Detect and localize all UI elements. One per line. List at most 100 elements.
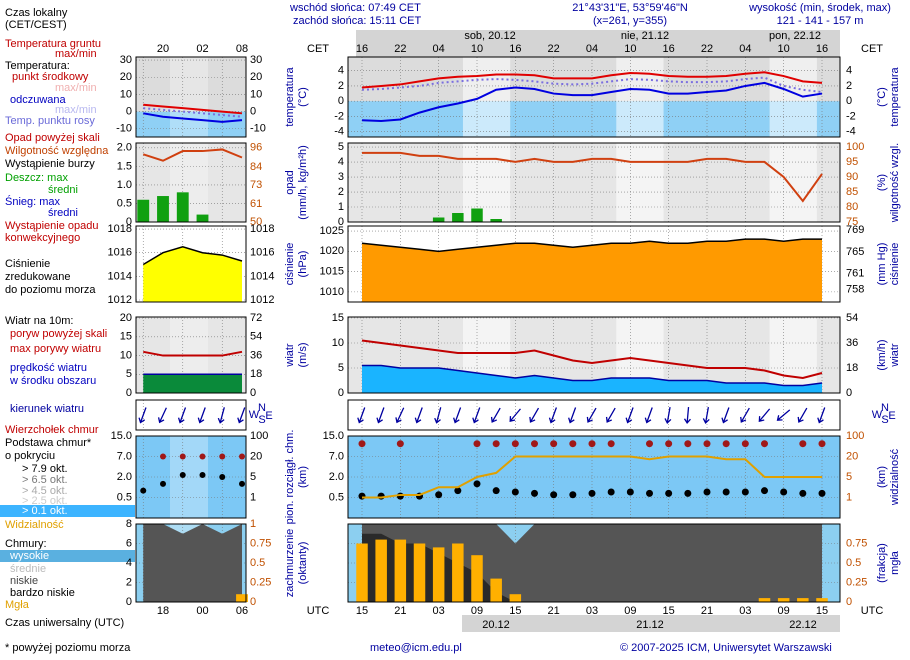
day-strip xyxy=(462,615,840,632)
legend-text: Chmury: xyxy=(5,538,47,550)
y2-tick-label: 0 xyxy=(250,596,256,608)
bar xyxy=(816,598,828,602)
wind-arrow xyxy=(683,406,691,425)
y2-tick-label: 96 xyxy=(250,142,262,154)
y2-tick-label: 72 xyxy=(250,312,262,324)
y2-tick-label: 36 xyxy=(846,337,858,349)
grid-point: (x=261, y=355) xyxy=(593,15,667,27)
y2-tick-label: 0.25 xyxy=(846,576,867,588)
dot xyxy=(492,487,500,495)
y2-tick-label: 5 xyxy=(846,471,852,483)
series-line xyxy=(143,112,243,123)
x-tick-label: 15 xyxy=(509,605,521,617)
wind-arrow xyxy=(490,407,501,423)
bar xyxy=(471,555,483,602)
dot xyxy=(818,440,826,448)
y-tick-label: 5 xyxy=(338,362,344,374)
y2-tick-label: 84 xyxy=(250,161,262,173)
dot xyxy=(722,488,730,496)
y-tick-label: 0 xyxy=(338,95,344,107)
wind-arrow xyxy=(434,407,442,424)
bar xyxy=(758,598,771,602)
wind-arrow xyxy=(568,407,577,424)
y-tick-label: 0 xyxy=(126,596,132,608)
y-tick-label: 0.5 xyxy=(117,491,132,503)
y2-tick-label: 36 xyxy=(250,349,262,361)
y2-tick-label: 5 xyxy=(250,471,256,483)
y2-tick-label: 1 xyxy=(846,491,852,503)
legend-text: o pokryciu xyxy=(5,450,55,462)
x-tick-label: 03 xyxy=(739,605,751,617)
y2-tick-label: 1 xyxy=(250,491,256,503)
dot xyxy=(646,440,653,448)
wind-arrow xyxy=(625,407,634,424)
dot xyxy=(722,440,730,448)
wind-arrow xyxy=(237,407,246,424)
y-tick-label: 0 xyxy=(338,216,344,228)
y2-tick-label: 4 xyxy=(846,65,852,77)
y2-tick-label: 0 xyxy=(250,105,256,117)
dot xyxy=(741,488,749,496)
y-axis-title: (oktanty) xyxy=(297,542,309,585)
coordinates: 21°43'31"E, 53°59'46"N xyxy=(572,2,688,14)
bar xyxy=(196,214,209,222)
bar xyxy=(471,208,483,222)
legend-text: Czas lokalny xyxy=(5,7,68,19)
dot xyxy=(179,471,186,478)
dot xyxy=(684,440,692,448)
dot xyxy=(140,487,147,494)
wind-arrow xyxy=(664,407,672,424)
y2-tick-label: 0 xyxy=(846,596,852,608)
y2-axis-title: widzialność xyxy=(889,448,901,506)
legend-text: > 0.1 okt. xyxy=(22,505,68,517)
dot xyxy=(780,488,788,496)
y-axis-title: opad xyxy=(284,170,296,194)
wind-arrow xyxy=(586,407,597,423)
legend-text: w środku obszaru xyxy=(9,375,96,387)
bar xyxy=(394,539,407,602)
y-tick-label: 0 xyxy=(126,387,132,399)
series-line xyxy=(143,350,243,357)
x-tick-label: 20 xyxy=(157,43,169,55)
y2-tick-label: 0.5 xyxy=(250,557,265,569)
bar xyxy=(509,594,522,602)
panel-border xyxy=(347,399,841,431)
y-tick-label: -4 xyxy=(334,126,344,138)
dot xyxy=(358,440,366,448)
y2-tick-label: -4 xyxy=(846,126,856,138)
utc-label: UTC xyxy=(861,605,884,617)
x-tick-label: 00 xyxy=(196,605,208,617)
y2-axis-title: temperatura xyxy=(889,66,901,126)
y2-axis-title: ciśnienie xyxy=(889,243,901,286)
dot xyxy=(588,440,596,448)
day-label: nie, 21.12 xyxy=(621,30,669,42)
legend-text: Wiatr na 10m: xyxy=(5,315,73,327)
dot xyxy=(799,489,807,497)
legend-text: > 7.9 okt. xyxy=(22,463,68,475)
y-tick-label: 4 xyxy=(126,557,132,569)
y2-tick-label: 2 xyxy=(846,80,852,92)
y2-tick-label: 100 xyxy=(846,141,864,153)
bar xyxy=(490,219,502,222)
x-tick-label: 16 xyxy=(663,43,675,55)
series-line xyxy=(361,81,823,123)
y-tick-label: 0 xyxy=(126,216,132,228)
legend-text: kierunek wiatru xyxy=(10,403,84,415)
y2-tick-label: 0 xyxy=(250,387,256,399)
dot xyxy=(396,440,404,448)
y2-tick-label: 80 xyxy=(846,201,858,213)
dot xyxy=(703,440,711,448)
y2-tick-label: 758 xyxy=(846,284,864,296)
x-tick-label: 03 xyxy=(586,605,598,617)
x-tick-label: 10 xyxy=(471,43,483,55)
dot xyxy=(665,489,673,497)
y2-tick-label: 18 xyxy=(250,368,262,380)
y2-tick-label: 1012 xyxy=(250,294,274,306)
wind-arrow xyxy=(357,407,366,424)
y-tick-label: 2 xyxy=(338,186,344,198)
y-tick-label: 0.5 xyxy=(329,491,344,503)
bar xyxy=(490,578,502,602)
y-tick-label: 6 xyxy=(126,537,132,549)
x-tick-label: 16 xyxy=(356,43,368,55)
